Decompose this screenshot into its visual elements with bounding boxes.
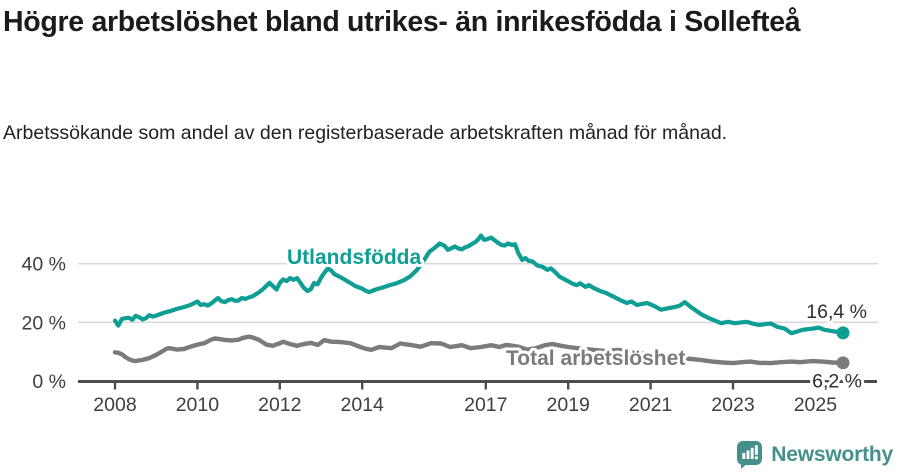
x-tick-label: 2008 (93, 394, 136, 416)
series-end-dot-0 (836, 326, 850, 340)
x-tick-label: 2010 (176, 394, 220, 416)
series-label-1: Total arbetslöshet (506, 347, 685, 370)
x-tick-label: 2025 (794, 394, 838, 416)
y-tick-label: 20 % (22, 312, 66, 334)
series-label-0: Utlandsfödda (287, 246, 421, 269)
series-end-dot-1 (836, 356, 850, 370)
chart-subtitle: Arbetssökande som andel av den registerb… (3, 122, 728, 144)
end-value-label-1: 6,2 % (812, 370, 862, 392)
newsworthy-logo-icon (737, 441, 763, 469)
x-tick-label: 2023 (711, 394, 754, 416)
y-tick-label: 0 % (32, 371, 66, 393)
series-line-1 (112, 334, 846, 366)
x-tick-label: 2012 (258, 394, 301, 416)
x-tick-label: 2019 (547, 394, 590, 416)
series-line-0 (112, 233, 846, 336)
x-tick-label: 2014 (341, 394, 385, 416)
x-tick-label: 2021 (629, 394, 672, 416)
x-tick-label: 2017 (464, 394, 507, 416)
page-title: Högre arbetslöshet bland utrikes- än inr… (3, 6, 801, 38)
unemployment-line-chart: 2008 2010 2012 2014 2017 2019 2021 2023 2025 0 % 2… (22, 233, 878, 416)
branding-footer: Newsworthy (736, 440, 893, 469)
y-tick-label: 40 % (22, 254, 66, 276)
brand-name: Newsworthy (771, 442, 893, 466)
end-value-label-0: 16,4 % (806, 301, 867, 323)
